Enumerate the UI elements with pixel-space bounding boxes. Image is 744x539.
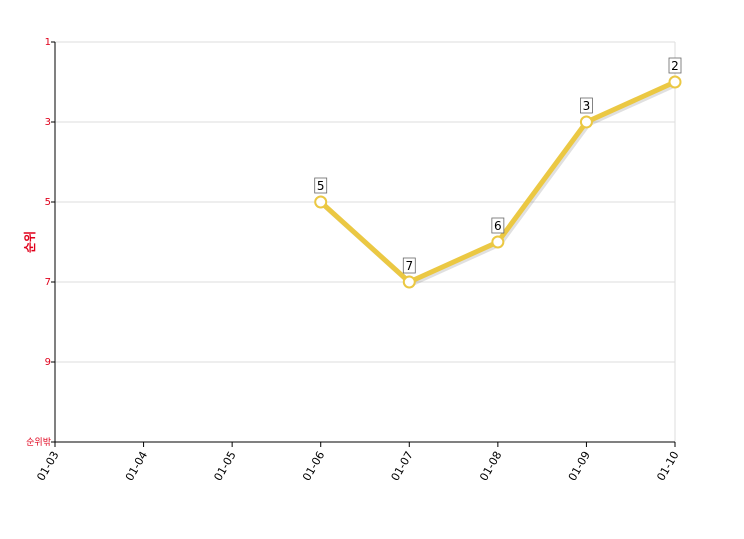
y-tick-label: 3	[45, 117, 51, 128]
point	[491, 235, 505, 249]
x-tick-label: 01-07	[389, 449, 416, 483]
label-box	[402, 257, 416, 274]
x-tick-label: 01-08	[477, 449, 504, 483]
x-tick-label: 01-04	[123, 449, 150, 483]
point	[314, 195, 328, 209]
y-tick-label: 1	[45, 37, 51, 48]
y-tick-label: 7	[45, 277, 51, 288]
point	[579, 115, 593, 129]
label-box	[314, 177, 328, 194]
label-box	[668, 57, 682, 74]
y-tick-label: 5	[45, 197, 51, 208]
y-tick-label: 9	[45, 357, 51, 368]
y-axis-title: 순위	[23, 231, 37, 253]
data-label: 3	[583, 99, 591, 113]
x-tick-label: 01-09	[566, 449, 593, 483]
label-box	[491, 217, 505, 234]
data-label: 2	[671, 59, 679, 73]
y-tick-label: 순위밖	[26, 437, 51, 448]
label-box	[580, 97, 593, 114]
point	[668, 75, 682, 89]
data-label: 5	[317, 179, 325, 193]
data-label: 6	[494, 219, 502, 233]
point	[402, 275, 416, 289]
x-tick-label: 01-10	[654, 449, 681, 483]
line	[319, 79, 677, 285]
data-label: 7	[405, 259, 413, 273]
x-tick-label: 01-03	[34, 449, 61, 483]
x-tick-label: 01-05	[211, 449, 238, 483]
x-tick-label: 01-06	[300, 449, 327, 483]
